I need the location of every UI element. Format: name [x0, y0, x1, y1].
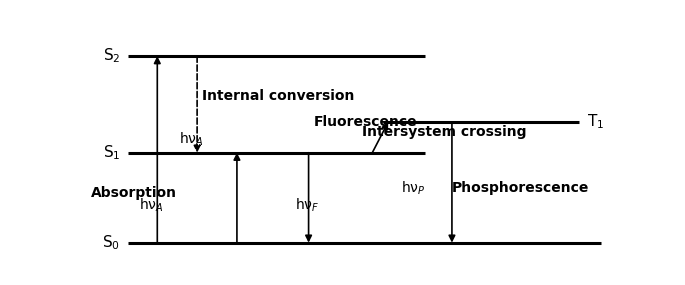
Text: hν$_P$: hν$_P$: [401, 179, 425, 197]
Text: S$_1$: S$_1$: [103, 143, 120, 162]
Text: Intersystem crossing: Intersystem crossing: [362, 125, 526, 139]
Text: S$_0$: S$_0$: [102, 233, 120, 252]
Text: Absorption: Absorption: [91, 186, 177, 200]
Text: T$_1$: T$_1$: [587, 113, 604, 131]
Text: Phosphorescence: Phosphorescence: [452, 181, 589, 195]
Text: Fluorescence: Fluorescence: [314, 115, 418, 129]
Text: Internal conversion: Internal conversion: [203, 89, 355, 103]
Text: S$_2$: S$_2$: [103, 47, 120, 66]
Text: hν$_F$: hν$_F$: [295, 197, 320, 214]
Text: hν$_A$: hν$_A$: [138, 197, 164, 214]
Text: hν$_A$: hν$_A$: [179, 131, 203, 148]
